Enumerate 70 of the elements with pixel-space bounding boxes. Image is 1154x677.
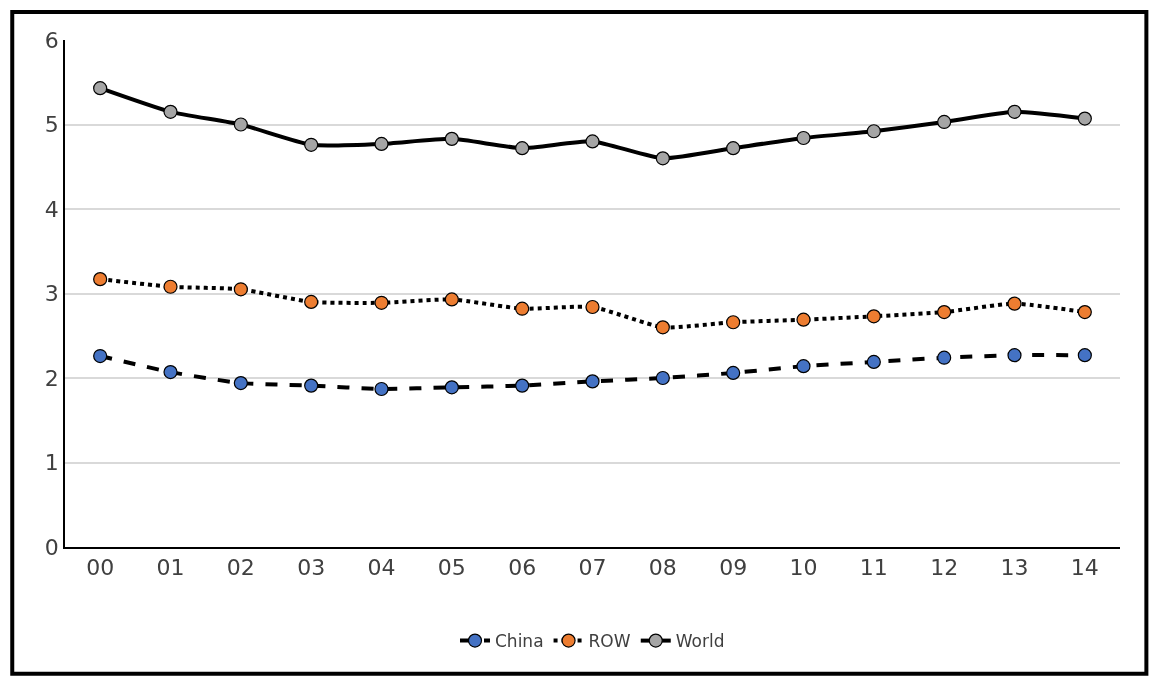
x-tick-label: 10	[789, 555, 818, 581]
point	[726, 365, 741, 381]
legend-label: China	[495, 631, 544, 652]
point	[515, 378, 530, 393]
point	[444, 292, 459, 307]
y-tick-label: 3	[44, 281, 59, 307]
x-tick-label: 08	[648, 555, 677, 581]
point	[304, 294, 319, 310]
point	[1077, 304, 1092, 320]
point	[796, 130, 811, 146]
point	[163, 104, 178, 119]
point	[233, 117, 248, 132]
x-tick-label: 09	[719, 555, 748, 581]
point	[585, 299, 600, 315]
y-tick-label: 1	[44, 450, 59, 476]
legend-label: ROW	[588, 631, 631, 652]
point	[796, 359, 811, 374]
point	[304, 137, 319, 152]
x-tick-label: 03	[297, 555, 326, 581]
point	[1077, 348, 1092, 363]
point	[866, 354, 881, 370]
point	[233, 375, 248, 391]
y-tick-label: 2	[44, 365, 59, 391]
legend-label: World	[675, 631, 725, 652]
y-tick-label: 0	[44, 534, 59, 560]
point	[93, 272, 108, 287]
point	[163, 364, 178, 380]
point	[515, 141, 530, 156]
x-tick-label: 06	[508, 555, 537, 581]
point	[937, 304, 952, 320]
point	[444, 380, 459, 395]
point	[1077, 111, 1092, 126]
point	[1007, 104, 1022, 119]
x-tick-label: 07	[578, 555, 607, 581]
y-tick-label: 4	[44, 196, 59, 222]
point	[93, 348, 108, 364]
point	[374, 136, 389, 152]
x-tick-label: 11	[859, 555, 888, 581]
point	[937, 350, 952, 365]
point	[585, 134, 600, 149]
point	[374, 295, 389, 310]
point	[444, 131, 459, 146]
point	[796, 312, 811, 327]
point	[866, 124, 881, 139]
point	[726, 315, 741, 330]
point	[515, 301, 530, 316]
point	[1007, 296, 1022, 311]
y-tick-label: 5	[44, 112, 59, 138]
point	[726, 141, 741, 156]
point	[233, 282, 248, 297]
point	[1007, 348, 1022, 363]
point	[374, 381, 389, 397]
point	[655, 151, 670, 166]
x-tick-label: 01	[156, 555, 185, 581]
point	[93, 81, 108, 96]
point	[655, 320, 670, 335]
point	[866, 309, 881, 324]
point	[585, 374, 600, 389]
y-tick-label: 6	[44, 27, 59, 53]
point	[304, 378, 319, 393]
x-tick-label: 02	[226, 555, 255, 581]
x-tick-label: 14	[1070, 555, 1099, 581]
point	[163, 279, 178, 294]
point	[937, 114, 952, 130]
x-tick-label: 12	[930, 555, 959, 581]
point	[655, 370, 670, 386]
x-tick-label: 13	[1000, 555, 1029, 581]
x-tick-label: 04	[367, 555, 396, 581]
x-tick-label: 00	[86, 555, 115, 581]
x-tick-label: 05	[437, 555, 466, 581]
